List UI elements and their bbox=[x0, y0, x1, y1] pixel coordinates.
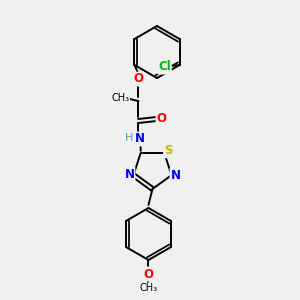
Text: O: O bbox=[134, 73, 143, 85]
Text: O: O bbox=[143, 268, 154, 281]
Text: S: S bbox=[164, 144, 172, 157]
Text: Cl: Cl bbox=[158, 61, 171, 74]
Text: N: N bbox=[124, 168, 134, 181]
Text: N: N bbox=[134, 133, 145, 146]
Text: CH₃: CH₃ bbox=[140, 283, 158, 293]
Text: CH₃: CH₃ bbox=[111, 93, 130, 103]
Text: N: N bbox=[170, 169, 181, 182]
Text: O: O bbox=[157, 112, 166, 125]
Text: H: H bbox=[125, 133, 134, 143]
